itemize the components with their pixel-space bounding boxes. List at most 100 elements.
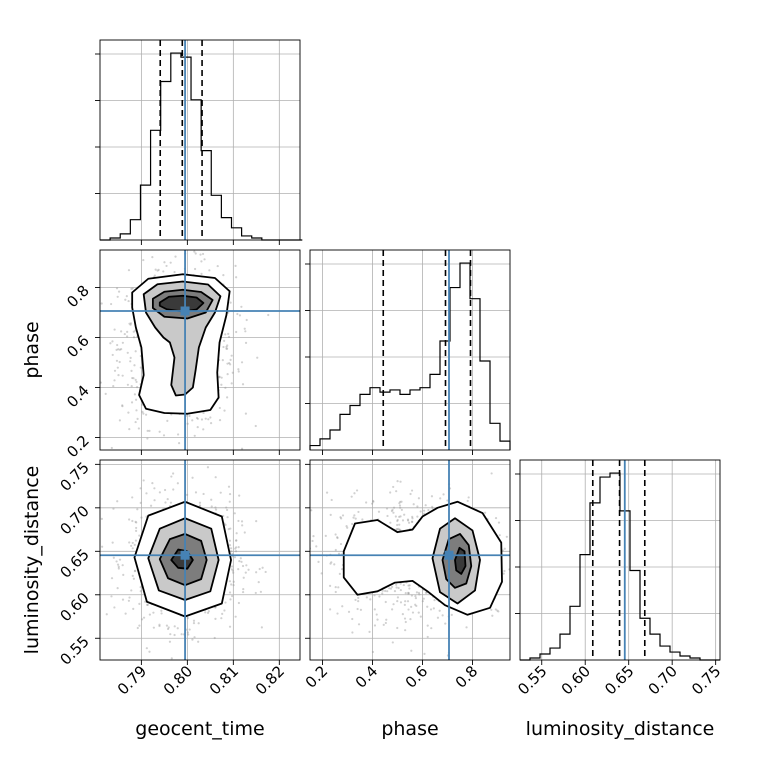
- sample-point: [369, 598, 372, 601]
- sample-point: [129, 322, 133, 325]
- sample-point: [407, 608, 410, 611]
- x-tick-label: 0.70: [645, 662, 681, 698]
- sample-point: [373, 624, 377, 627]
- sample-point: [121, 598, 125, 601]
- sample-point: [225, 506, 228, 509]
- sample-point: [407, 584, 410, 587]
- sample-point: [244, 571, 247, 574]
- sample-point: [225, 347, 228, 350]
- sample-point: [346, 526, 349, 529]
- sample-point: [320, 572, 323, 575]
- sample-point: [240, 447, 244, 450]
- sample-point: [149, 504, 153, 507]
- sample-point: [125, 295, 128, 298]
- sample-point: [394, 515, 397, 518]
- sample-point: [213, 636, 216, 640]
- sample-point: [200, 260, 203, 263]
- sample-point: [146, 481, 148, 483]
- sample-point: [101, 545, 104, 548]
- sample-point: [526, 583, 528, 585]
- sample-point: [135, 409, 138, 412]
- sample-point: [243, 327, 246, 330]
- sample-point: [330, 498, 333, 502]
- sample-point: [100, 517, 103, 520]
- sample-point: [198, 504, 202, 507]
- sample-point: [417, 591, 421, 595]
- sample-point: [426, 624, 429, 627]
- sample-point: [317, 560, 320, 563]
- contour-line: [131, 273, 231, 415]
- sample-point: [410, 649, 413, 652]
- sample-point: [517, 571, 519, 573]
- sample-point: [527, 555, 529, 557]
- sample-point: [222, 345, 225, 349]
- sample-point: [334, 533, 337, 536]
- sample-point: [158, 246, 160, 248]
- sample-point: [156, 269, 159, 272]
- sample-point: [357, 600, 360, 603]
- sample-point: [136, 626, 139, 630]
- sample-point: [426, 635, 429, 639]
- panel-frame: [519, 459, 721, 661]
- sample-point: [110, 577, 114, 580]
- sample-point: [329, 562, 332, 565]
- sample-point: [227, 332, 230, 335]
- sample-point: [433, 599, 436, 602]
- sample-point: [234, 550, 238, 553]
- sample-point: [120, 348, 123, 351]
- sample-point: [146, 603, 149, 606]
- sample-point: [168, 640, 172, 643]
- sample-point: [127, 599, 130, 602]
- sample-point: [133, 570, 137, 573]
- sample-point: [484, 511, 487, 514]
- sample-point: [258, 567, 261, 571]
- sample-point: [131, 376, 134, 380]
- sample-point: [162, 434, 166, 437]
- sample-point: [238, 559, 241, 563]
- sample-point: [210, 505, 213, 508]
- sample-point: [527, 610, 529, 612]
- sample-point: [396, 480, 399, 483]
- sample-point: [386, 590, 389, 593]
- sample-point: [111, 353, 114, 357]
- sample-point: [230, 568, 233, 571]
- sample-point: [128, 428, 131, 431]
- sample-point: [235, 330, 238, 334]
- sample-point: [134, 529, 138, 533]
- sample-point: [126, 351, 129, 354]
- sample-point: [132, 377, 135, 380]
- sample-point: [116, 295, 119, 298]
- sample-point: [244, 341, 248, 344]
- sample-point: [350, 495, 353, 498]
- sample-point: [122, 573, 125, 576]
- sample-point: [130, 385, 133, 388]
- sample-point: [186, 493, 189, 496]
- sample-point: [365, 501, 368, 504]
- sample-point: [188, 414, 191, 418]
- sample-point: [542, 583, 544, 585]
- sample-point: [139, 366, 142, 369]
- sample-point: [151, 482, 154, 485]
- sample-point: [92, 336, 94, 338]
- sample-point: [160, 609, 163, 612]
- sample-point: [152, 611, 155, 614]
- sample-point: [153, 487, 156, 490]
- sample-point: [131, 287, 134, 290]
- plot-area: [100, 460, 300, 660]
- sample-point: [209, 422, 213, 425]
- sample-point: [116, 563, 120, 566]
- histogram-line: [309, 262, 511, 450]
- sample-point: [117, 348, 120, 351]
- sample-point: [130, 544, 133, 548]
- sample-point: [407, 591, 410, 594]
- sample-point: [173, 270, 176, 274]
- sample-point: [220, 376, 223, 379]
- sample-point: [498, 534, 501, 537]
- sample-point: [357, 596, 360, 600]
- sample-point: [216, 264, 219, 268]
- sample-point: [354, 517, 357, 520]
- sample-point: [330, 561, 333, 564]
- sample-point: [232, 584, 235, 587]
- sample-point: [419, 510, 422, 513]
- sample-point: [503, 547, 506, 550]
